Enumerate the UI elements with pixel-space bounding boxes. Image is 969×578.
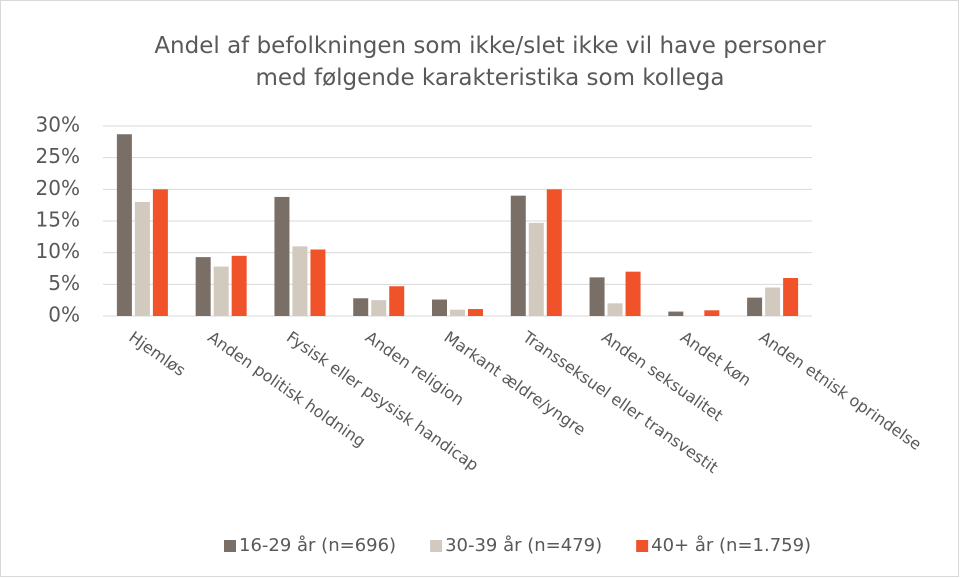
bar bbox=[668, 311, 684, 316]
bar bbox=[607, 303, 623, 316]
bar bbox=[704, 310, 720, 316]
bar bbox=[134, 202, 150, 316]
y-tick-label: 30% bbox=[36, 113, 80, 137]
y-tick-label: 20% bbox=[36, 176, 80, 200]
bar bbox=[389, 286, 405, 316]
bar bbox=[528, 222, 544, 316]
y-tick-label: 5% bbox=[48, 271, 80, 295]
legend-label: 16-29 år (n=696) bbox=[239, 535, 396, 556]
bar bbox=[152, 189, 168, 316]
legend-swatch bbox=[224, 540, 236, 552]
bar bbox=[432, 299, 447, 316]
y-tick-label: 0% bbox=[48, 303, 80, 327]
bar bbox=[310, 249, 326, 316]
bar bbox=[450, 309, 465, 316]
chart-title: Andel af befolkningen som ikke/slet ikke… bbox=[154, 33, 826, 91]
bar bbox=[510, 195, 526, 316]
legend-swatch bbox=[636, 540, 649, 552]
bar bbox=[589, 277, 605, 316]
bar bbox=[213, 266, 229, 316]
bar bbox=[546, 189, 562, 316]
bar bbox=[625, 271, 641, 316]
bar bbox=[292, 246, 308, 316]
legend-swatch bbox=[430, 540, 443, 552]
legend-label: 40+ år (n=1.759) bbox=[651, 535, 811, 556]
bar bbox=[783, 278, 799, 316]
bar bbox=[353, 298, 369, 316]
bar bbox=[231, 255, 247, 316]
bar bbox=[468, 309, 483, 316]
y-tick-label: 15% bbox=[36, 208, 80, 232]
bar bbox=[116, 134, 132, 316]
bar bbox=[195, 257, 211, 316]
bar bbox=[371, 300, 387, 316]
y-tick-label: 10% bbox=[36, 239, 80, 263]
y-tick-label: 25% bbox=[36, 144, 80, 168]
bar bbox=[747, 297, 763, 316]
bar bbox=[274, 196, 290, 316]
legend-label: 30-39 år (n=479) bbox=[445, 535, 602, 556]
bar bbox=[765, 287, 781, 316]
